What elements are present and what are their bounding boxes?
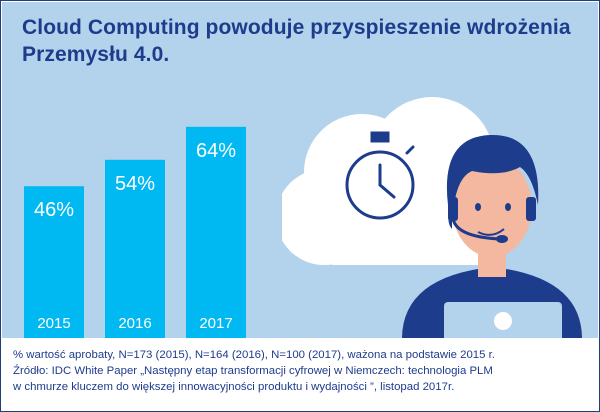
bar-2016 xyxy=(105,159,165,338)
bar-value-label: 64% xyxy=(196,140,236,162)
bar-2017 xyxy=(186,126,246,338)
category-label: 2016 xyxy=(118,315,151,332)
bar-value-label: 46% xyxy=(34,199,74,221)
footnote-line-3: w chmurze kluczem do większej innowacyjn… xyxy=(13,381,455,393)
stopwatch-icon xyxy=(345,131,415,220)
category-label: 2017 xyxy=(199,315,232,332)
footnote-line-1: % wartość aprobaty, N=173 (2015), N=164 … xyxy=(13,349,495,361)
laptop-icon xyxy=(438,297,568,338)
footnote-line-2: Źródło: IDC White Paper „Następny etap t… xyxy=(13,365,493,377)
page-title: Cloud Computing powoduje przyspieszenie … xyxy=(22,16,571,66)
category-label: 2015 xyxy=(37,315,70,332)
footnote: % wartość aprobaty, N=173 (2015), N=164 … xyxy=(13,347,593,395)
bar-2015 xyxy=(24,186,84,338)
illustration xyxy=(282,97,582,338)
chart-panel: Cloud Computing powoduje przyspieszenie … xyxy=(2,2,598,338)
bar-value-label: 54% xyxy=(115,173,155,195)
bar-chart: 46% 2015 54% 2016 64% 2017 xyxy=(24,126,246,338)
cloud-icon xyxy=(282,97,504,265)
